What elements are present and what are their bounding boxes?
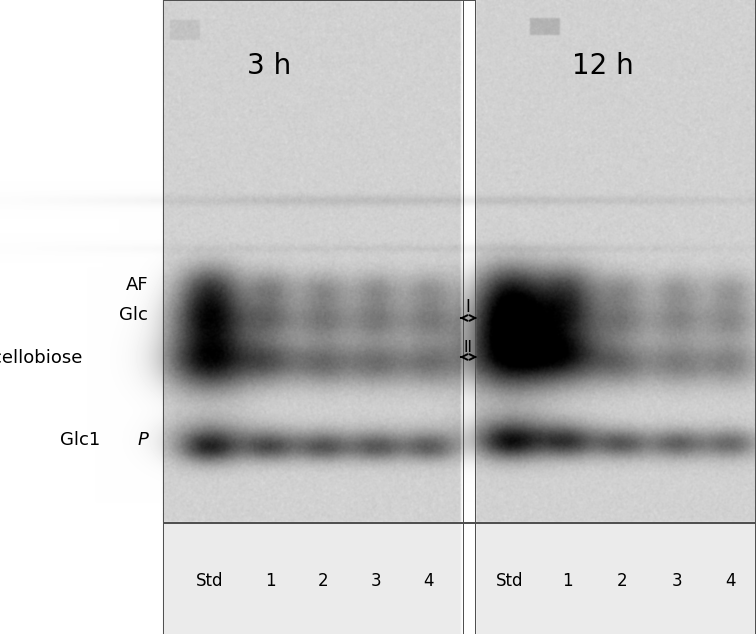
Text: 1: 1 xyxy=(265,572,275,590)
Text: II: II xyxy=(463,340,472,355)
Text: Glc1: Glc1 xyxy=(60,431,100,449)
Text: AF: AF xyxy=(125,276,148,294)
Text: 3: 3 xyxy=(370,572,381,590)
Text: Std: Std xyxy=(197,572,224,590)
Text: 4: 4 xyxy=(424,572,434,590)
Text: 1: 1 xyxy=(562,572,572,590)
Text: $\it{P}$: $\it{P}$ xyxy=(137,431,150,449)
Text: cellobiose: cellobiose xyxy=(0,349,82,367)
Text: Std: Std xyxy=(496,572,524,590)
Text: 2: 2 xyxy=(617,572,627,590)
Text: Glc: Glc xyxy=(119,306,148,324)
Text: 2: 2 xyxy=(318,572,328,590)
Text: 3 h: 3 h xyxy=(247,52,291,80)
Text: 3: 3 xyxy=(671,572,683,590)
Text: 12 h: 12 h xyxy=(572,52,634,80)
Text: 4: 4 xyxy=(725,572,736,590)
Text: I: I xyxy=(466,298,470,316)
